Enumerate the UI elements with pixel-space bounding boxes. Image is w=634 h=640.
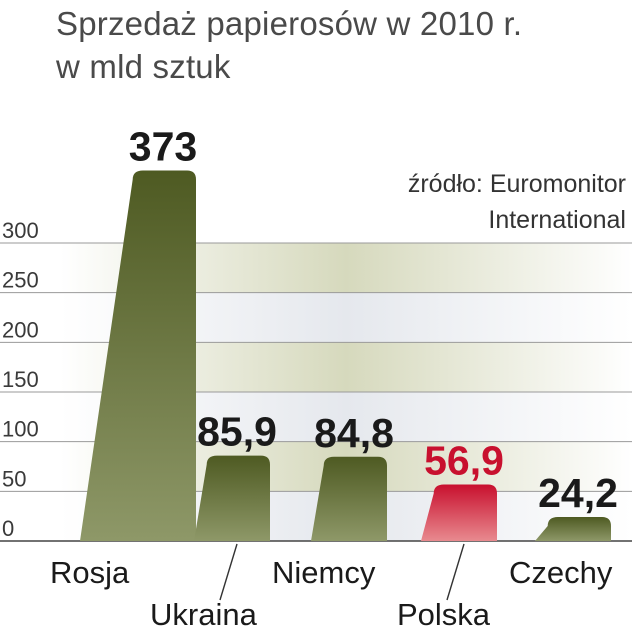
y-tick-label: 100 [2,417,39,442]
leader-line [219,543,238,601]
y-tick-label: 0 [2,516,14,541]
category-labels: Rosja Ukraina Niemcy Polska Czechy [50,555,613,632]
y-tick-label: 50 [2,466,26,491]
value-label-niemcy: 84,8 [314,410,394,456]
bar-ukraina [194,455,270,541]
category-label-czechy: Czechy [509,555,613,590]
value-label-polska: 56,9 [424,437,504,483]
bar-czechy [535,516,611,541]
chart-title: Sprzedaż papierosów w 2010 r. w mld sztu… [56,2,522,88]
source-line-2: International [488,206,626,234]
value-labels: 373 85,9 84,8 56,9 24,2 [129,123,618,515]
source-note: źródło: Euromonitor International [408,166,626,238]
bar-polska [421,484,497,541]
value-label-ukraina: 85,9 [197,409,277,455]
category-label-ukraina: Ukraina [150,597,258,632]
source-line-1: źródło: Euromonitor [407,170,626,198]
y-tick-label: 250 [2,268,39,293]
value-label-czechy: 24,2 [538,470,618,516]
category-label-polska: Polska [397,597,491,632]
category-label-niemcy: Niemcy [272,555,376,590]
leader-line [446,543,465,601]
bars [80,170,611,541]
y-axis-ticks: 0 50 100 150 200 250 300 [2,218,39,541]
bar-rosja [80,170,196,541]
category-label-rosja: Rosja [50,555,130,590]
bar-niemcy [311,456,387,541]
value-label-rosja: 373 [129,123,197,169]
y-tick-label: 200 [2,317,39,342]
y-tick-label: 150 [2,367,39,392]
chart-title-line-1: Sprzedaż papierosów w 2010 r. [56,5,523,42]
label-leader-lines [219,543,465,601]
chart-title-line-2: w mld sztuk [56,48,231,85]
y-tick-label: 300 [2,218,39,243]
